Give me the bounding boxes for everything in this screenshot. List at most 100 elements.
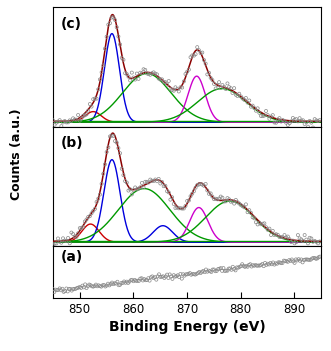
Point (210, 194, 215, 199)
Point (304, 120, 309, 125)
Point (248, 261, 253, 267)
Point (107, 283, 112, 288)
Point (193, 272, 198, 277)
Point (77, 118, 82, 124)
Point (125, 280, 131, 286)
Point (191, 271, 197, 277)
Point (85, 283, 90, 289)
Point (152, 274, 158, 280)
Point (296, 256, 301, 262)
Point (230, 90, 235, 96)
Point (289, 257, 295, 262)
Point (240, 96, 245, 101)
Point (174, 86, 180, 92)
Point (213, 86, 218, 91)
Point (283, 258, 288, 264)
Point (56, 287, 61, 293)
Point (221, 265, 226, 271)
Point (161, 183, 166, 189)
Point (141, 66, 146, 72)
Point (159, 77, 165, 82)
Point (305, 257, 310, 263)
X-axis label: Binding Energy (eV): Binding Energy (eV) (109, 320, 265, 334)
Point (257, 110, 262, 115)
Point (89, 211, 94, 216)
Point (96, 196, 101, 201)
Point (274, 261, 280, 266)
Point (146, 276, 151, 281)
Point (163, 183, 168, 188)
Point (203, 267, 209, 272)
Point (173, 85, 178, 90)
Point (202, 269, 207, 275)
Point (87, 213, 93, 219)
Point (144, 277, 150, 283)
Point (119, 55, 124, 61)
Point (278, 234, 284, 240)
Point (273, 260, 278, 266)
Point (223, 199, 228, 204)
Point (55, 119, 61, 124)
Point (74, 285, 80, 291)
Point (149, 178, 155, 184)
Point (270, 260, 276, 265)
Point (215, 266, 221, 272)
Point (238, 94, 244, 99)
Point (97, 77, 103, 82)
Point (69, 118, 74, 124)
Point (309, 236, 314, 241)
Point (94, 96, 99, 101)
Point (99, 181, 104, 187)
Point (148, 177, 153, 183)
Point (65, 289, 71, 294)
Point (307, 118, 312, 124)
Point (252, 216, 257, 221)
Point (315, 240, 321, 246)
Point (309, 120, 314, 125)
Point (111, 282, 116, 287)
Point (109, 133, 114, 138)
Point (176, 274, 182, 280)
Point (171, 201, 176, 207)
Point (216, 79, 222, 85)
Point (272, 262, 277, 267)
Point (268, 260, 273, 266)
Point (147, 278, 152, 283)
Point (238, 263, 244, 269)
Point (253, 262, 258, 268)
Point (66, 120, 71, 125)
Point (248, 104, 254, 110)
Point (188, 54, 193, 60)
Point (287, 236, 292, 242)
Point (242, 205, 247, 210)
Point (166, 78, 171, 84)
Point (121, 279, 127, 284)
Point (119, 280, 124, 286)
Point (64, 286, 69, 291)
Point (215, 197, 220, 202)
Point (183, 71, 188, 77)
Point (260, 221, 265, 226)
Point (225, 196, 230, 201)
Point (289, 239, 294, 245)
Point (97, 283, 103, 289)
Point (92, 96, 98, 101)
Point (150, 274, 155, 279)
Point (141, 185, 146, 190)
Point (62, 118, 67, 124)
Point (250, 103, 255, 108)
Point (312, 238, 317, 244)
Point (223, 86, 228, 92)
Point (57, 117, 62, 123)
Point (287, 257, 292, 263)
Point (218, 194, 223, 199)
Point (295, 232, 301, 238)
Point (126, 188, 131, 193)
Point (129, 277, 135, 283)
Point (226, 266, 231, 271)
Point (114, 281, 119, 286)
Point (67, 286, 72, 292)
Point (203, 61, 208, 66)
Point (185, 271, 190, 277)
Point (208, 191, 213, 196)
